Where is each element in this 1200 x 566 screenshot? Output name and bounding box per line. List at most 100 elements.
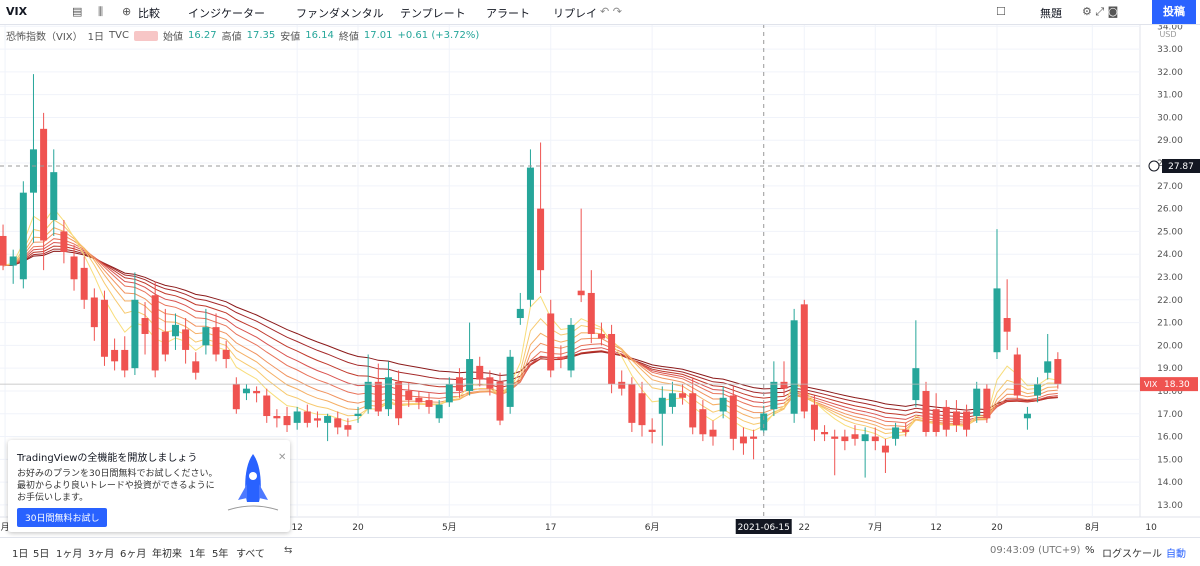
candle-body <box>354 413 362 417</box>
icon[interactable]: ⚙ ⤢ ◙ <box>1082 5 1119 18</box>
toolbar-item[interactable]: 比較 <box>138 7 160 20</box>
range[interactable]: 1年 <box>189 549 206 560</box>
candle-body <box>608 333 616 385</box>
value: 17.01 <box>363 30 393 41</box>
candle-body <box>293 411 301 423</box>
x-tick-label: 8月 <box>1085 522 1100 533</box>
icon[interactable]: ☐ <box>996 5 1006 18</box>
candle-body <box>831 436 839 439</box>
candle-body <box>496 381 504 421</box>
candle-body <box>526 167 534 300</box>
candle-body <box>557 356 565 360</box>
range[interactable]: 5日 <box>33 549 50 560</box>
candle-body <box>679 393 687 398</box>
x-tick-label: 10 <box>1145 523 1157 533</box>
icon[interactable]: ⫼ <box>98 5 104 18</box>
candle-body <box>395 381 403 419</box>
x-tick-label: 月 <box>1 522 10 533</box>
value: 17.35 <box>246 30 276 41</box>
candle-body <box>699 409 707 435</box>
candle-body <box>60 231 68 252</box>
promo: TradingViewの全機能を開放しましょう お好みのプランを30日間無料でお… <box>8 440 290 532</box>
y-tick-label: 22.00 <box>1157 296 1183 306</box>
layout-name[interactable]: 無題 <box>1040 7 1062 20</box>
ma-ribbon <box>2 245 1058 418</box>
promo-title: TradingViewの全機能を開放しましょう <box>17 453 198 464</box>
legend-badge[interactable] <box>133 30 158 41</box>
label: 始値 <box>162 32 183 43</box>
candle-body <box>1054 359 1062 385</box>
candle-body <box>466 359 474 391</box>
candle-body <box>1013 354 1021 396</box>
candle-body <box>50 172 58 221</box>
candle-body <box>963 411 971 430</box>
y-tick-label: 32.00 <box>1157 68 1183 78</box>
toolbar-item[interactable]: テンプレート <box>400 7 466 20</box>
candle-body <box>171 324 179 337</box>
range[interactable]: 1日 <box>12 549 29 560</box>
candle-body <box>192 361 200 373</box>
candle-body <box>121 349 129 371</box>
candle-body <box>232 384 240 410</box>
y-tick-label: 30.00 <box>1157 113 1183 123</box>
y-tick-label: 31.00 <box>1157 91 1183 101</box>
candle-body <box>344 425 352 430</box>
y-tick-label: 13.00 <box>1157 501 1183 511</box>
range[interactable]: すべて <box>236 549 265 560</box>
bottom-bar: 1日 5日 1ヶ月 3ヶ月 6ヶ月 年初来 1年 5年 すべて ⇆ 09:43:… <box>0 537 1200 566</box>
auto-toggle[interactable]: 自動 <box>1166 549 1186 560</box>
candle-body <box>902 429 910 432</box>
candle-body <box>658 397 666 414</box>
symbol[interactable]: VIX <box>6 5 28 18</box>
candle-body <box>932 409 940 432</box>
y-tick-label: 25.00 <box>1157 227 1183 237</box>
candle-body <box>577 290 585 296</box>
candle-body <box>151 295 159 371</box>
icon[interactable]: ▤ <box>72 5 83 18</box>
candle-body <box>253 390 261 394</box>
toolbar-item[interactable]: リプレイ <box>553 7 597 20</box>
candle-body <box>100 299 108 357</box>
promo-line: お好みのプランを30日間無料でお試しください。 <box>17 469 218 479</box>
candle-body <box>892 427 900 439</box>
toolbar-item[interactable]: インジケーター <box>188 7 265 20</box>
y-tick-label: 15.00 <box>1157 455 1183 465</box>
ma-ribbon <box>2 207 1058 440</box>
candle-body <box>516 308 524 319</box>
candle-body <box>90 297 98 328</box>
y-tick-label: 34.00 <box>1157 22 1183 32</box>
x-tick-label: 20 <box>991 523 1003 533</box>
candle-body <box>770 381 778 410</box>
label: 安値 <box>280 32 301 43</box>
promo-button[interactable]: 30日間無料お試し <box>17 508 108 527</box>
candle-body <box>384 377 392 410</box>
candle-body <box>567 324 575 371</box>
range[interactable]: 6ヶ月 <box>120 549 147 560</box>
x-tick-label: 12 <box>291 523 302 533</box>
range[interactable]: 3ヶ月 <box>88 549 115 560</box>
range[interactable]: 年初来 <box>152 549 182 560</box>
rocket-icon: ✕ <box>227 452 286 511</box>
candle-body <box>1003 318 1011 332</box>
x-tick-label: 22 <box>799 523 810 533</box>
candle-body <box>111 349 119 362</box>
y-tick-label: 14.00 <box>1157 478 1183 488</box>
log-toggle[interactable]: ログスケール <box>1102 549 1162 560</box>
toolbar-item[interactable]: ファンダメンタル <box>296 7 384 20</box>
range[interactable]: 1ヶ月 <box>56 549 83 560</box>
publish-button[interactable]: 投稿 <box>1152 0 1196 24</box>
icon[interactable]: ⇆ <box>284 545 293 556</box>
y-tick-label: 19.00 <box>1157 364 1183 374</box>
x-tick-label: 12 <box>930 523 941 533</box>
candle-body <box>1023 413 1031 419</box>
candle-body <box>303 411 311 423</box>
candle-body <box>983 388 991 419</box>
svg-text:✕: ✕ <box>278 452 286 463</box>
percent-toggle[interactable]: % <box>1085 545 1095 556</box>
candle-body <box>881 445 889 453</box>
toolbar-item[interactable]: アラート <box>486 7 530 20</box>
promo-line: お手伝いします。 <box>17 493 89 503</box>
range[interactable]: 5年 <box>212 549 229 560</box>
icon[interactable]: ↶ ↷ <box>600 5 622 18</box>
